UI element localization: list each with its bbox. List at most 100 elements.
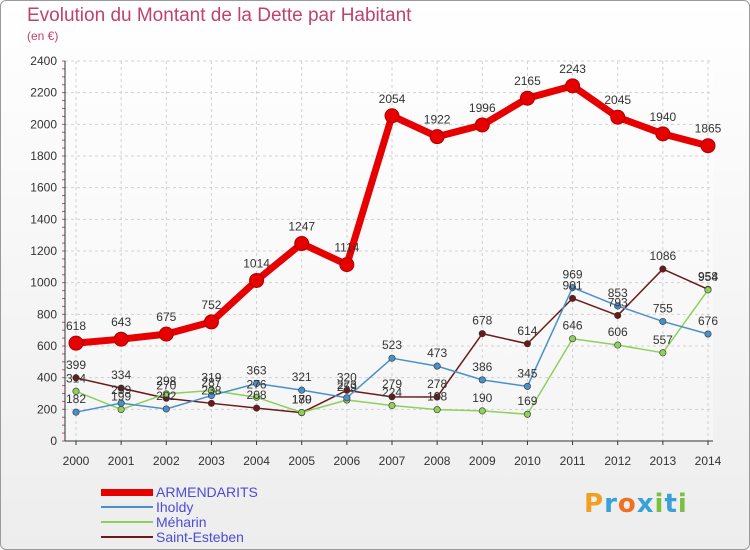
legend-item: Méharin <box>101 515 361 530</box>
data-point <box>478 330 486 338</box>
data-label: 321 <box>292 370 312 384</box>
y-tick-label: 1600 <box>30 181 57 195</box>
data-label: 182 <box>66 392 86 406</box>
x-tick-label: 2014 <box>695 454 722 468</box>
y-tick-label: 400 <box>37 371 57 385</box>
data-point <box>388 354 396 362</box>
data-point <box>478 407 486 415</box>
y-tick-label: 600 <box>37 339 57 353</box>
x-tick-label: 2009 <box>469 454 496 468</box>
legend-swatch <box>101 489 153 496</box>
y-tick-label: 1000 <box>30 276 57 290</box>
x-tick-label: 2005 <box>288 454 315 468</box>
data-point <box>388 402 396 410</box>
legend-item: ARMENDARITS <box>101 485 361 500</box>
data-label: 618 <box>66 319 86 333</box>
data-point <box>253 393 261 401</box>
data-point <box>614 302 622 310</box>
data-label: 363 <box>247 364 267 378</box>
data-label: 314 <box>66 371 86 385</box>
data-label: 606 <box>608 325 628 339</box>
data-point <box>659 317 667 325</box>
data-label: 169 <box>517 394 537 408</box>
x-tick-label: 2008 <box>424 454 451 468</box>
x-tick-label: 2002 <box>153 454 180 468</box>
data-point <box>569 294 577 302</box>
data-label: 345 <box>517 366 537 380</box>
y-tick-label: 2400 <box>30 54 57 68</box>
data-point <box>117 399 125 407</box>
legend-swatch <box>101 506 153 508</box>
chart-subtitle: (en €) <box>27 29 59 43</box>
data-label: 901 <box>563 278 583 292</box>
data-point <box>569 284 577 292</box>
data-point <box>523 340 531 348</box>
data-label: 179 <box>292 393 312 407</box>
x-tick-label: 2006 <box>334 454 361 468</box>
data-point <box>207 392 215 400</box>
data-label: 643 <box>111 315 131 329</box>
data-label: 1247 <box>288 220 315 234</box>
data-label: 958 <box>698 269 718 283</box>
data-label: 676 <box>698 314 718 328</box>
data-point <box>704 286 712 294</box>
data-point <box>569 335 577 343</box>
data-point <box>565 78 581 94</box>
data-point <box>388 393 396 401</box>
data-point <box>158 326 174 342</box>
data-label: 1086 <box>650 249 677 263</box>
data-label: 319 <box>201 370 221 384</box>
data-label: 1865 <box>695 122 722 136</box>
legend-label: Iholdy <box>156 499 194 515</box>
data-label: 2054 <box>379 92 406 106</box>
logo-letter: i <box>654 489 665 519</box>
data-label: 180 <box>292 393 312 407</box>
data-label: 2045 <box>604 93 631 107</box>
legend-swatch <box>101 521 153 523</box>
data-label: 399 <box>66 358 86 372</box>
data-point <box>253 404 261 412</box>
data-point <box>523 382 531 390</box>
data-point <box>203 314 219 330</box>
data-label: 386 <box>472 360 492 374</box>
y-tick-label: 1200 <box>30 244 57 258</box>
data-label: 287 <box>201 376 221 390</box>
data-point <box>72 374 80 382</box>
y-tick-label: 2000 <box>30 117 57 131</box>
data-point <box>478 376 486 384</box>
chart-title: Evolution du Montant de la Dette par Hab… <box>27 5 412 26</box>
data-point <box>433 362 441 370</box>
data-point <box>614 311 622 319</box>
data-point <box>68 335 84 351</box>
x-tick-label: 2001 <box>108 454 135 468</box>
y-tick-label: 1400 <box>30 212 57 226</box>
data-label: 523 <box>382 338 402 352</box>
data-label: 259 <box>337 380 357 394</box>
legend-item: Saint-Esteben <box>101 530 361 545</box>
y-tick-label: 2200 <box>30 86 57 100</box>
data-label: 1114 <box>334 241 359 255</box>
data-label: 1922 <box>424 113 451 127</box>
data-label: 238 <box>201 383 221 397</box>
proxiti-logo: Proxiti <box>584 489 688 519</box>
data-point <box>339 257 355 273</box>
data-label: 752 <box>201 298 221 312</box>
data-point <box>433 406 441 414</box>
data-label: 224 <box>382 386 402 400</box>
data-label: 557 <box>653 333 673 347</box>
x-tick-label: 2007 <box>379 454 406 468</box>
data-point <box>298 386 306 394</box>
data-point <box>207 399 215 407</box>
data-point <box>433 393 441 401</box>
y-tick-label: 800 <box>37 307 57 321</box>
legend-label: ARMENDARITS <box>156 484 258 500</box>
data-point <box>113 331 129 347</box>
data-point <box>700 138 716 154</box>
data-point <box>704 330 712 338</box>
logo-letter: o <box>617 489 637 519</box>
data-label: 273 <box>337 378 357 392</box>
data-label: 755 <box>653 301 673 315</box>
data-label: 1014 <box>243 256 270 270</box>
x-tick-label: 2010 <box>514 454 541 468</box>
